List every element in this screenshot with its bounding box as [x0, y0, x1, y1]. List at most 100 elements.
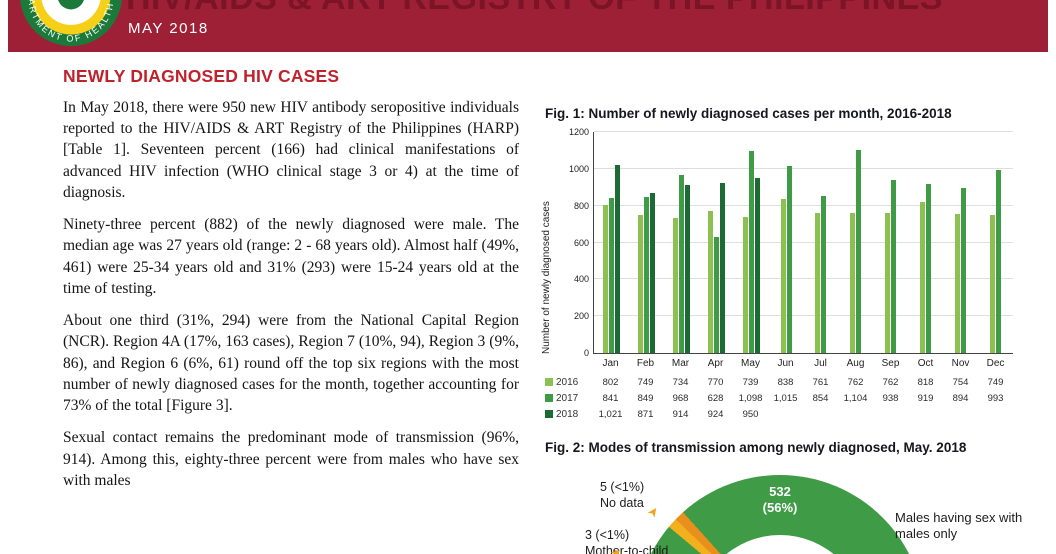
- gridline: [594, 131, 1013, 132]
- value-2016-feb: 749: [637, 376, 654, 388]
- paragraph-transmission: Sexual contact remains the predominant m…: [63, 429, 519, 489]
- value-2016-nov: 754: [952, 376, 969, 388]
- gridline: [594, 315, 1013, 317]
- y-tick-label: 600: [573, 237, 589, 248]
- bar-2017-may: [748, 150, 754, 353]
- value-2016-jun: 838: [777, 376, 794, 388]
- bar-2017-nov: [961, 188, 967, 353]
- fig1-data-table: 2016 802 749 734 770 739 838 761 762 762 818 754 749…: [545, 374, 1013, 422]
- fig2-mtc-label: Mother-to-child: [585, 543, 669, 554]
- fig2-msm-count: 532: [769, 484, 791, 499]
- bar-2017-jun: [786, 166, 792, 353]
- fig1-y-axis-title: Number of newly diagnosed cases: [541, 201, 552, 354]
- bar-2018-mar: [684, 184, 690, 353]
- month-label-dec: Dec: [986, 358, 1005, 369]
- bar-group-aug: [838, 132, 873, 353]
- gridline: [594, 167, 1013, 169]
- bar-group-may: [734, 132, 769, 353]
- bar-2017-sep: [891, 180, 897, 353]
- bar-group-jul: [804, 132, 839, 353]
- bar-group-apr: [699, 132, 734, 353]
- fig2-msm-callout: Males having sex with males only: [895, 510, 1023, 542]
- report-subtitle: MAY 2018: [128, 20, 209, 37]
- month-label-jul: Jul: [814, 358, 827, 369]
- fig2-donut-hole: [695, 535, 865, 554]
- bar-group-feb: [629, 132, 664, 353]
- paragraph-demographics: Ninety-three percent (882) of the newly …: [63, 216, 519, 297]
- bar-2017-aug: [856, 149, 862, 353]
- y-tick-label: 400: [573, 274, 589, 285]
- bar-2017-dec: [996, 170, 1002, 353]
- value-2017-jul: 854: [812, 392, 829, 404]
- fig1-caption: Fig. 1: Number of newly diagnosed cases …: [545, 106, 952, 121]
- gridline: [594, 241, 1013, 243]
- month-label-mar: Mar: [671, 358, 690, 369]
- fig1-plot: 0 200 400 600 800 1000 1200: [569, 127, 1013, 358]
- value-2017-aug: 1,104: [843, 392, 868, 404]
- bar-2016-mar: [672, 217, 678, 353]
- report-content: NEWLY DIAGNOSED HIV CASES In May 2018, t…: [0, 52, 1056, 554]
- bar-2016-sep: [885, 212, 891, 353]
- bar-2018-apr: [719, 182, 725, 353]
- report-banner: ARTMENT OF HEALTH HIV/AIDS & ART REGISTR…: [8, 0, 1048, 52]
- value-2017-mar: 968: [672, 392, 689, 404]
- fig2-no-data-value: 5 (<1%): [600, 480, 645, 494]
- bar-2018-jan: [614, 164, 620, 353]
- month-label-sep: Sep: [881, 358, 900, 369]
- value-2016-mar: 734: [672, 376, 689, 388]
- fig2-no-data-label: No data: [600, 495, 644, 510]
- bar-2016-oct: [920, 202, 926, 353]
- callout-arrow-icon: ➤: [643, 502, 663, 521]
- bar-group-mar: [664, 132, 699, 353]
- month-label-jan: Jan: [602, 358, 619, 369]
- month-label-oct: Oct: [917, 358, 934, 369]
- bar-group-jun: [769, 132, 804, 353]
- y-tick-label: 1000: [568, 163, 589, 174]
- value-2016-apr: 770: [707, 376, 724, 388]
- department-of-health-seal-logo: ARTMENT OF HEALTH: [20, 0, 122, 47]
- legend-swatch-icon: [545, 410, 553, 418]
- value-2016-jan: 802: [602, 376, 619, 388]
- y-tick-label: 200: [573, 311, 589, 322]
- legend-swatch-icon: [545, 394, 553, 402]
- bar-2017-jan: [608, 198, 614, 353]
- bar-group-sep: [873, 132, 908, 353]
- bar-2017-feb: [643, 196, 649, 353]
- bar-2017-apr: [713, 237, 719, 353]
- bar-2017-oct: [926, 183, 932, 353]
- value-2017-nov: 894: [952, 392, 969, 404]
- data-row-2017: 2017 841 849 968 628 1,098 1,015 854 1,104 938 919…: [545, 390, 1013, 406]
- paragraph-regions: About one third (31%, 294) were from the…: [63, 312, 519, 415]
- fig2-mtc-value: 3 (<1%): [585, 528, 630, 542]
- fig2-no-data-callout: 5 (<1%) No data: [600, 480, 644, 511]
- y-tick-label: 1200: [568, 127, 589, 137]
- value-2016-may: 739: [742, 376, 759, 388]
- bars-row: [594, 132, 1013, 353]
- bar-2016-jul: [815, 212, 821, 353]
- value-2018-apr: 924: [707, 408, 724, 420]
- bar-2017-mar: [678, 174, 684, 353]
- bar-2016-feb: [637, 215, 643, 353]
- bar-2016-apr: [707, 211, 713, 353]
- value-2018-feb: 871: [637, 408, 654, 420]
- article-column: NEWLY DIAGNOSED HIV CASES In May 2018, t…: [63, 66, 519, 502]
- legend-year-2016: 2016: [545, 377, 593, 388]
- value-2016-oct: 818: [917, 376, 934, 388]
- month-label-nov: Nov: [951, 358, 970, 369]
- value-2017-feb: 849: [637, 392, 654, 404]
- month-label-apr: Apr: [707, 358, 724, 369]
- bar-2018-feb: [649, 192, 655, 353]
- fig1-month-row: Jan Feb Mar Apr May Jun Jul Aug Sep Oct Nov Dec: [593, 358, 1013, 369]
- bar-2016-nov: [955, 214, 961, 353]
- month-label-feb: Feb: [636, 358, 655, 369]
- value-2018-jan: 1,021: [598, 408, 623, 420]
- value-2017-oct: 919: [917, 392, 934, 404]
- bar-2016-dec: [990, 215, 996, 353]
- gridline: [594, 278, 1013, 280]
- month-label-aug: Aug: [846, 358, 865, 369]
- bar-group-nov: [943, 132, 978, 353]
- value-2017-apr: 628: [707, 392, 724, 404]
- value-2017-dec: 993: [987, 392, 1004, 404]
- bar-group-oct: [908, 132, 943, 353]
- bar-2016-jan: [602, 205, 608, 353]
